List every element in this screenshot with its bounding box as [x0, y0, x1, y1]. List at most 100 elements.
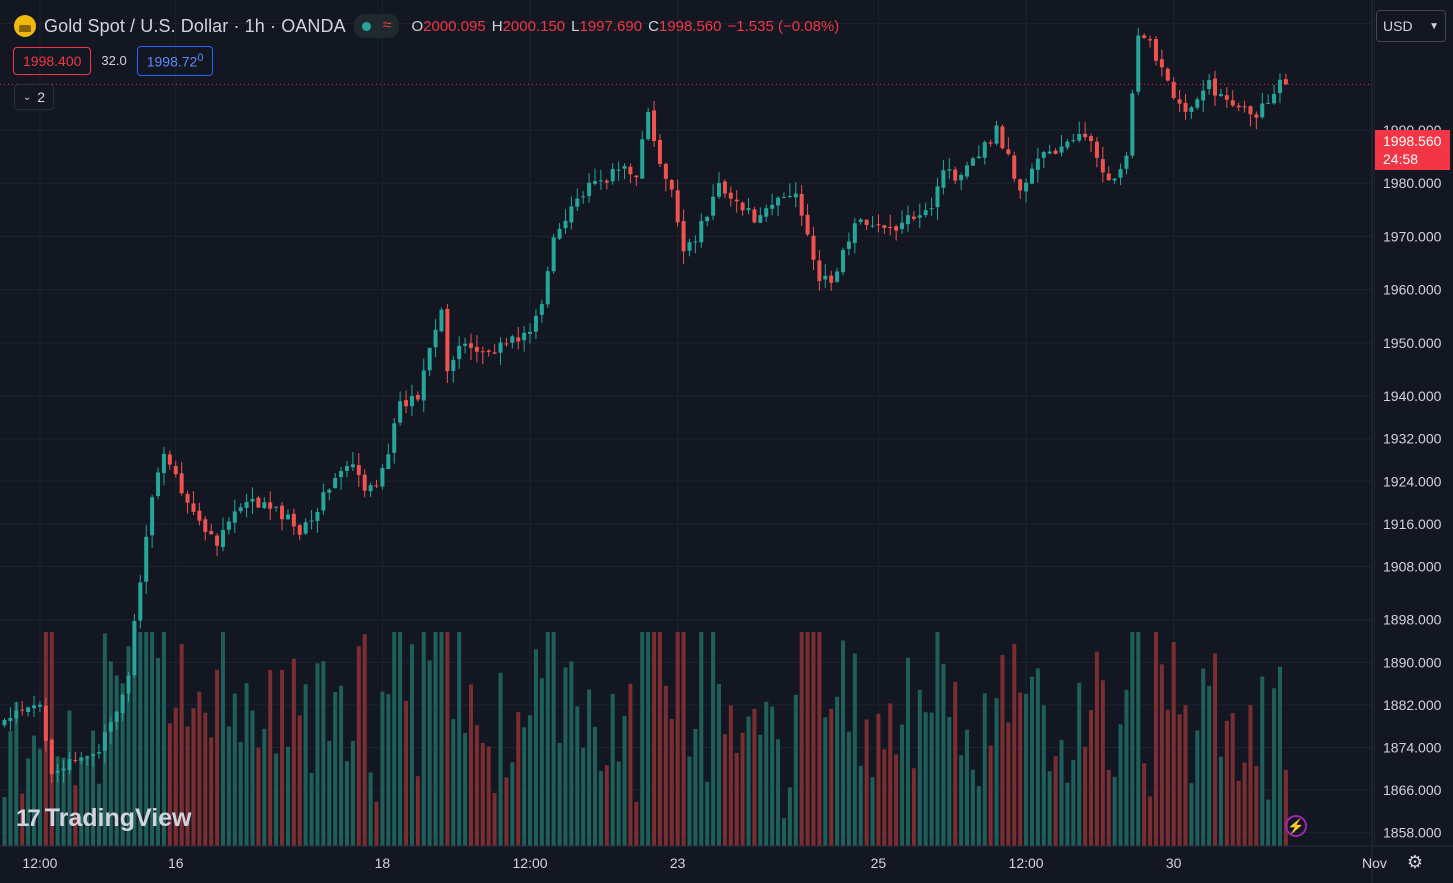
volume-bar	[220, 632, 225, 846]
low-label: L	[571, 17, 580, 35]
candle-body	[1266, 102, 1271, 104]
candle-body	[303, 522, 308, 534]
volume-bar	[1130, 632, 1135, 846]
high-label: H	[491, 17, 503, 35]
open-label: O	[411, 17, 424, 35]
volume-bar	[545, 632, 550, 846]
indicators-toggle-button[interactable]: ⌄ 2	[14, 84, 54, 110]
indicators-count: 2	[37, 89, 46, 105]
volume-bar	[492, 792, 497, 846]
tradingview-logo[interactable]: 17 TradingView	[16, 804, 192, 833]
volume-bar	[864, 719, 869, 846]
volume-bar	[486, 746, 491, 846]
volume-bar	[262, 728, 267, 846]
volume-bar	[185, 726, 190, 846]
bid-ask-panel: 1998.400 32.0 1998.720	[13, 46, 214, 76]
candle-body	[291, 513, 296, 527]
candle-body	[663, 163, 668, 179]
volume-bar	[439, 632, 444, 846]
chart-settings-icon[interactable]: ⚙	[1406, 851, 1424, 872]
volume-bar	[14, 701, 19, 846]
volume-bar	[1083, 746, 1088, 846]
market-status-pill[interactable]: ≈	[353, 14, 400, 38]
candle-body	[1071, 140, 1076, 142]
volume-bar	[256, 747, 261, 846]
volume-bar	[480, 742, 485, 846]
volume-bar	[197, 691, 202, 846]
volume-bar	[941, 663, 946, 846]
volume-bar	[982, 693, 987, 846]
candle-body	[321, 492, 326, 511]
price-tick-label: 1950.000	[1383, 335, 1442, 351]
time-tick-label: 16	[168, 855, 184, 871]
candle-body	[1159, 59, 1164, 68]
volume-bar	[291, 658, 296, 846]
volume-bar	[516, 712, 521, 846]
candle-body	[1201, 90, 1206, 101]
candle-body	[728, 192, 733, 199]
candle-body	[344, 466, 349, 471]
candle-body	[793, 193, 798, 198]
candle-body	[770, 204, 775, 209]
candle-body	[209, 531, 214, 535]
volume-bar	[463, 732, 468, 846]
volume-bar	[994, 698, 999, 846]
buy-ask-button[interactable]: 1998.720	[136, 46, 214, 76]
volume-bar	[8, 731, 13, 846]
volume-bar	[781, 818, 786, 846]
candle-body	[32, 705, 37, 709]
volume-bar	[793, 694, 798, 846]
candle-body	[646, 111, 651, 140]
candle-body	[1165, 68, 1170, 81]
volume-bar	[1171, 641, 1176, 846]
candle-body	[392, 423, 397, 453]
candle-body	[882, 225, 887, 228]
price-tick-label: 1858.000	[1383, 825, 1442, 841]
lightning-icon[interactable]: ⚡	[1285, 815, 1307, 837]
volume-bar	[663, 685, 668, 846]
candle-body	[268, 502, 273, 509]
high-value: 2000.150	[502, 17, 566, 35]
gold-symbol-icon[interactable]	[14, 15, 36, 37]
volume-bar	[876, 713, 881, 846]
time-tick-label: 23	[670, 855, 686, 871]
volume-bar	[911, 768, 916, 846]
sell-bid-button[interactable]: 1998.400	[13, 46, 92, 75]
volume-bar	[1018, 692, 1023, 846]
candle-body	[994, 125, 999, 144]
volume-bar	[569, 661, 574, 846]
volume-bar	[167, 723, 172, 846]
volume-bar	[622, 715, 627, 846]
candle-body	[1177, 99, 1182, 104]
candle-body	[1047, 151, 1052, 154]
price-tick-label: 1960.000	[1383, 282, 1442, 298]
candle-body	[965, 165, 970, 177]
volume-bar	[1159, 664, 1164, 846]
symbol-title[interactable]: Gold Spot / U.S. Dollar · 1h · OANDA	[44, 15, 346, 36]
candle-body	[764, 208, 769, 217]
candle-body	[132, 621, 137, 675]
volume-bar	[309, 773, 314, 846]
volume-bar	[427, 660, 432, 846]
volume-bar	[150, 632, 155, 846]
candle-body	[876, 224, 881, 226]
candle-body	[675, 190, 680, 223]
candle-body	[516, 337, 521, 342]
candle-body	[1248, 106, 1253, 115]
volume-bar	[1029, 676, 1034, 846]
volume-bar	[1177, 714, 1182, 846]
candle-body	[669, 179, 674, 190]
currency-selector[interactable]: USD ▼	[1376, 10, 1446, 42]
volume-bar	[894, 754, 899, 846]
volume-bar	[841, 640, 846, 846]
candle-body	[1089, 136, 1094, 142]
candle-body	[1171, 81, 1176, 99]
candle-body	[1006, 149, 1011, 155]
candle-body	[1236, 105, 1241, 108]
volume-bar	[1065, 782, 1070, 846]
candle-body	[197, 510, 202, 521]
volume-bar	[858, 765, 863, 846]
volume-bar	[297, 715, 302, 846]
candle-body	[604, 180, 609, 183]
